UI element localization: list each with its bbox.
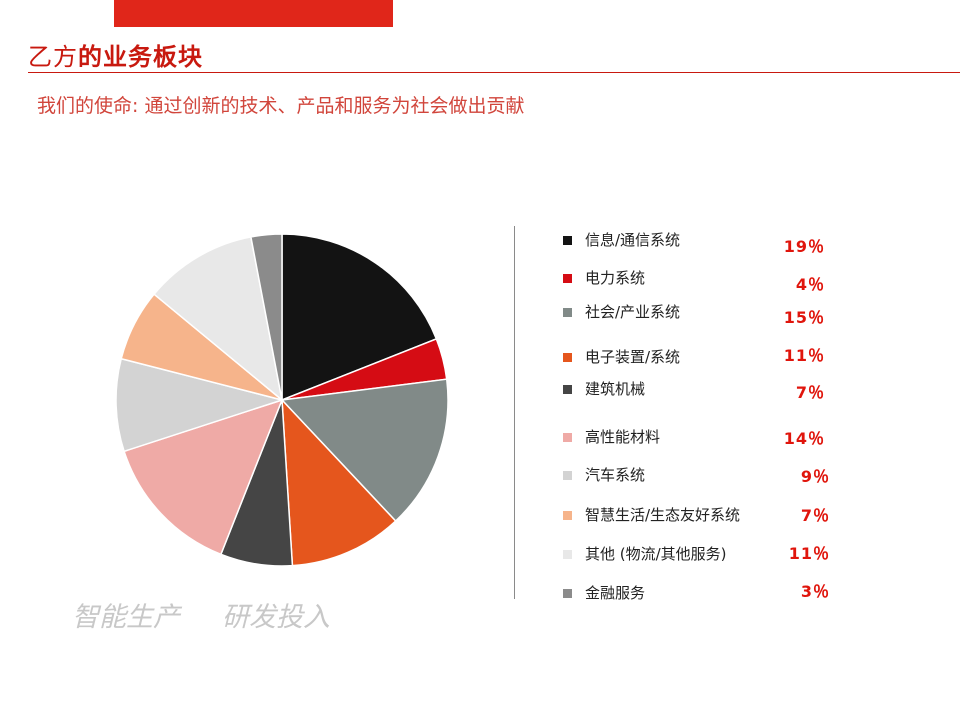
- data-label-percent: 14％: [783, 429, 825, 448]
- legend-label: 金融服务: [585, 584, 646, 602]
- pie-slice-9: [250, 233, 283, 401]
- page-title-normal: 乙方: [28, 43, 78, 71]
- watermark-text-1: 智能生产: [72, 602, 180, 633]
- legend-label: 电力系统: [585, 269, 646, 287]
- legend-label: 信息/通信系统: [585, 231, 681, 249]
- data-label-percent: 3％: [800, 582, 830, 601]
- pie-slice-6: [115, 357, 285, 453]
- mission-subtitle: 我们的使命: 通过创新的技术、产品和服务为社会做出贡献: [37, 95, 525, 117]
- legend-label: 电子装置/系统: [585, 348, 681, 366]
- pie-slice-3: [281, 397, 397, 567]
- data-label-percent: 19％: [783, 237, 825, 256]
- data-label-percent: 11％: [783, 346, 825, 365]
- legend-swatch: [563, 550, 572, 559]
- pie-slice-0: [281, 233, 438, 402]
- page-title-bold: 的业务板块: [78, 43, 203, 71]
- data-label-percent: 15％: [783, 308, 825, 327]
- legend-swatch: [563, 274, 572, 283]
- pie-slice-2: [280, 378, 449, 523]
- title-underline: [28, 72, 960, 73]
- legend-label: 智慧生活/生态友好系统: [585, 506, 741, 524]
- data-label-percent: 9％: [800, 467, 830, 486]
- legend-label: 其他 (物流/其他服务): [585, 545, 727, 563]
- top-accent-bar: [114, 0, 393, 27]
- pie-slice-8: [153, 236, 284, 402]
- data-label-percent: 7％: [800, 506, 830, 525]
- legend-swatch: [563, 471, 572, 480]
- legend-label: 高性能材料: [585, 428, 661, 446]
- page-title: 乙方的业务板块: [28, 41, 203, 73]
- legend-divider: [514, 226, 515, 599]
- legend-label: 建筑机械: [585, 380, 646, 398]
- legend-swatch: [563, 353, 572, 362]
- legend-swatch: [563, 433, 572, 442]
- data-label-percent: 4％: [795, 275, 825, 294]
- watermark-text-2: 研发投入: [222, 602, 330, 633]
- legend-swatch: [563, 511, 572, 520]
- legend-label: 汽车系统: [585, 466, 646, 484]
- legend-swatch: [563, 589, 572, 598]
- data-label-percent: 11％: [788, 544, 830, 563]
- legend-swatch: [563, 236, 572, 245]
- legend-label: 社会/产业系统: [585, 303, 681, 321]
- data-label-percent: 7％: [795, 383, 825, 402]
- legend-swatch: [563, 385, 572, 394]
- legend-swatch: [563, 308, 572, 317]
